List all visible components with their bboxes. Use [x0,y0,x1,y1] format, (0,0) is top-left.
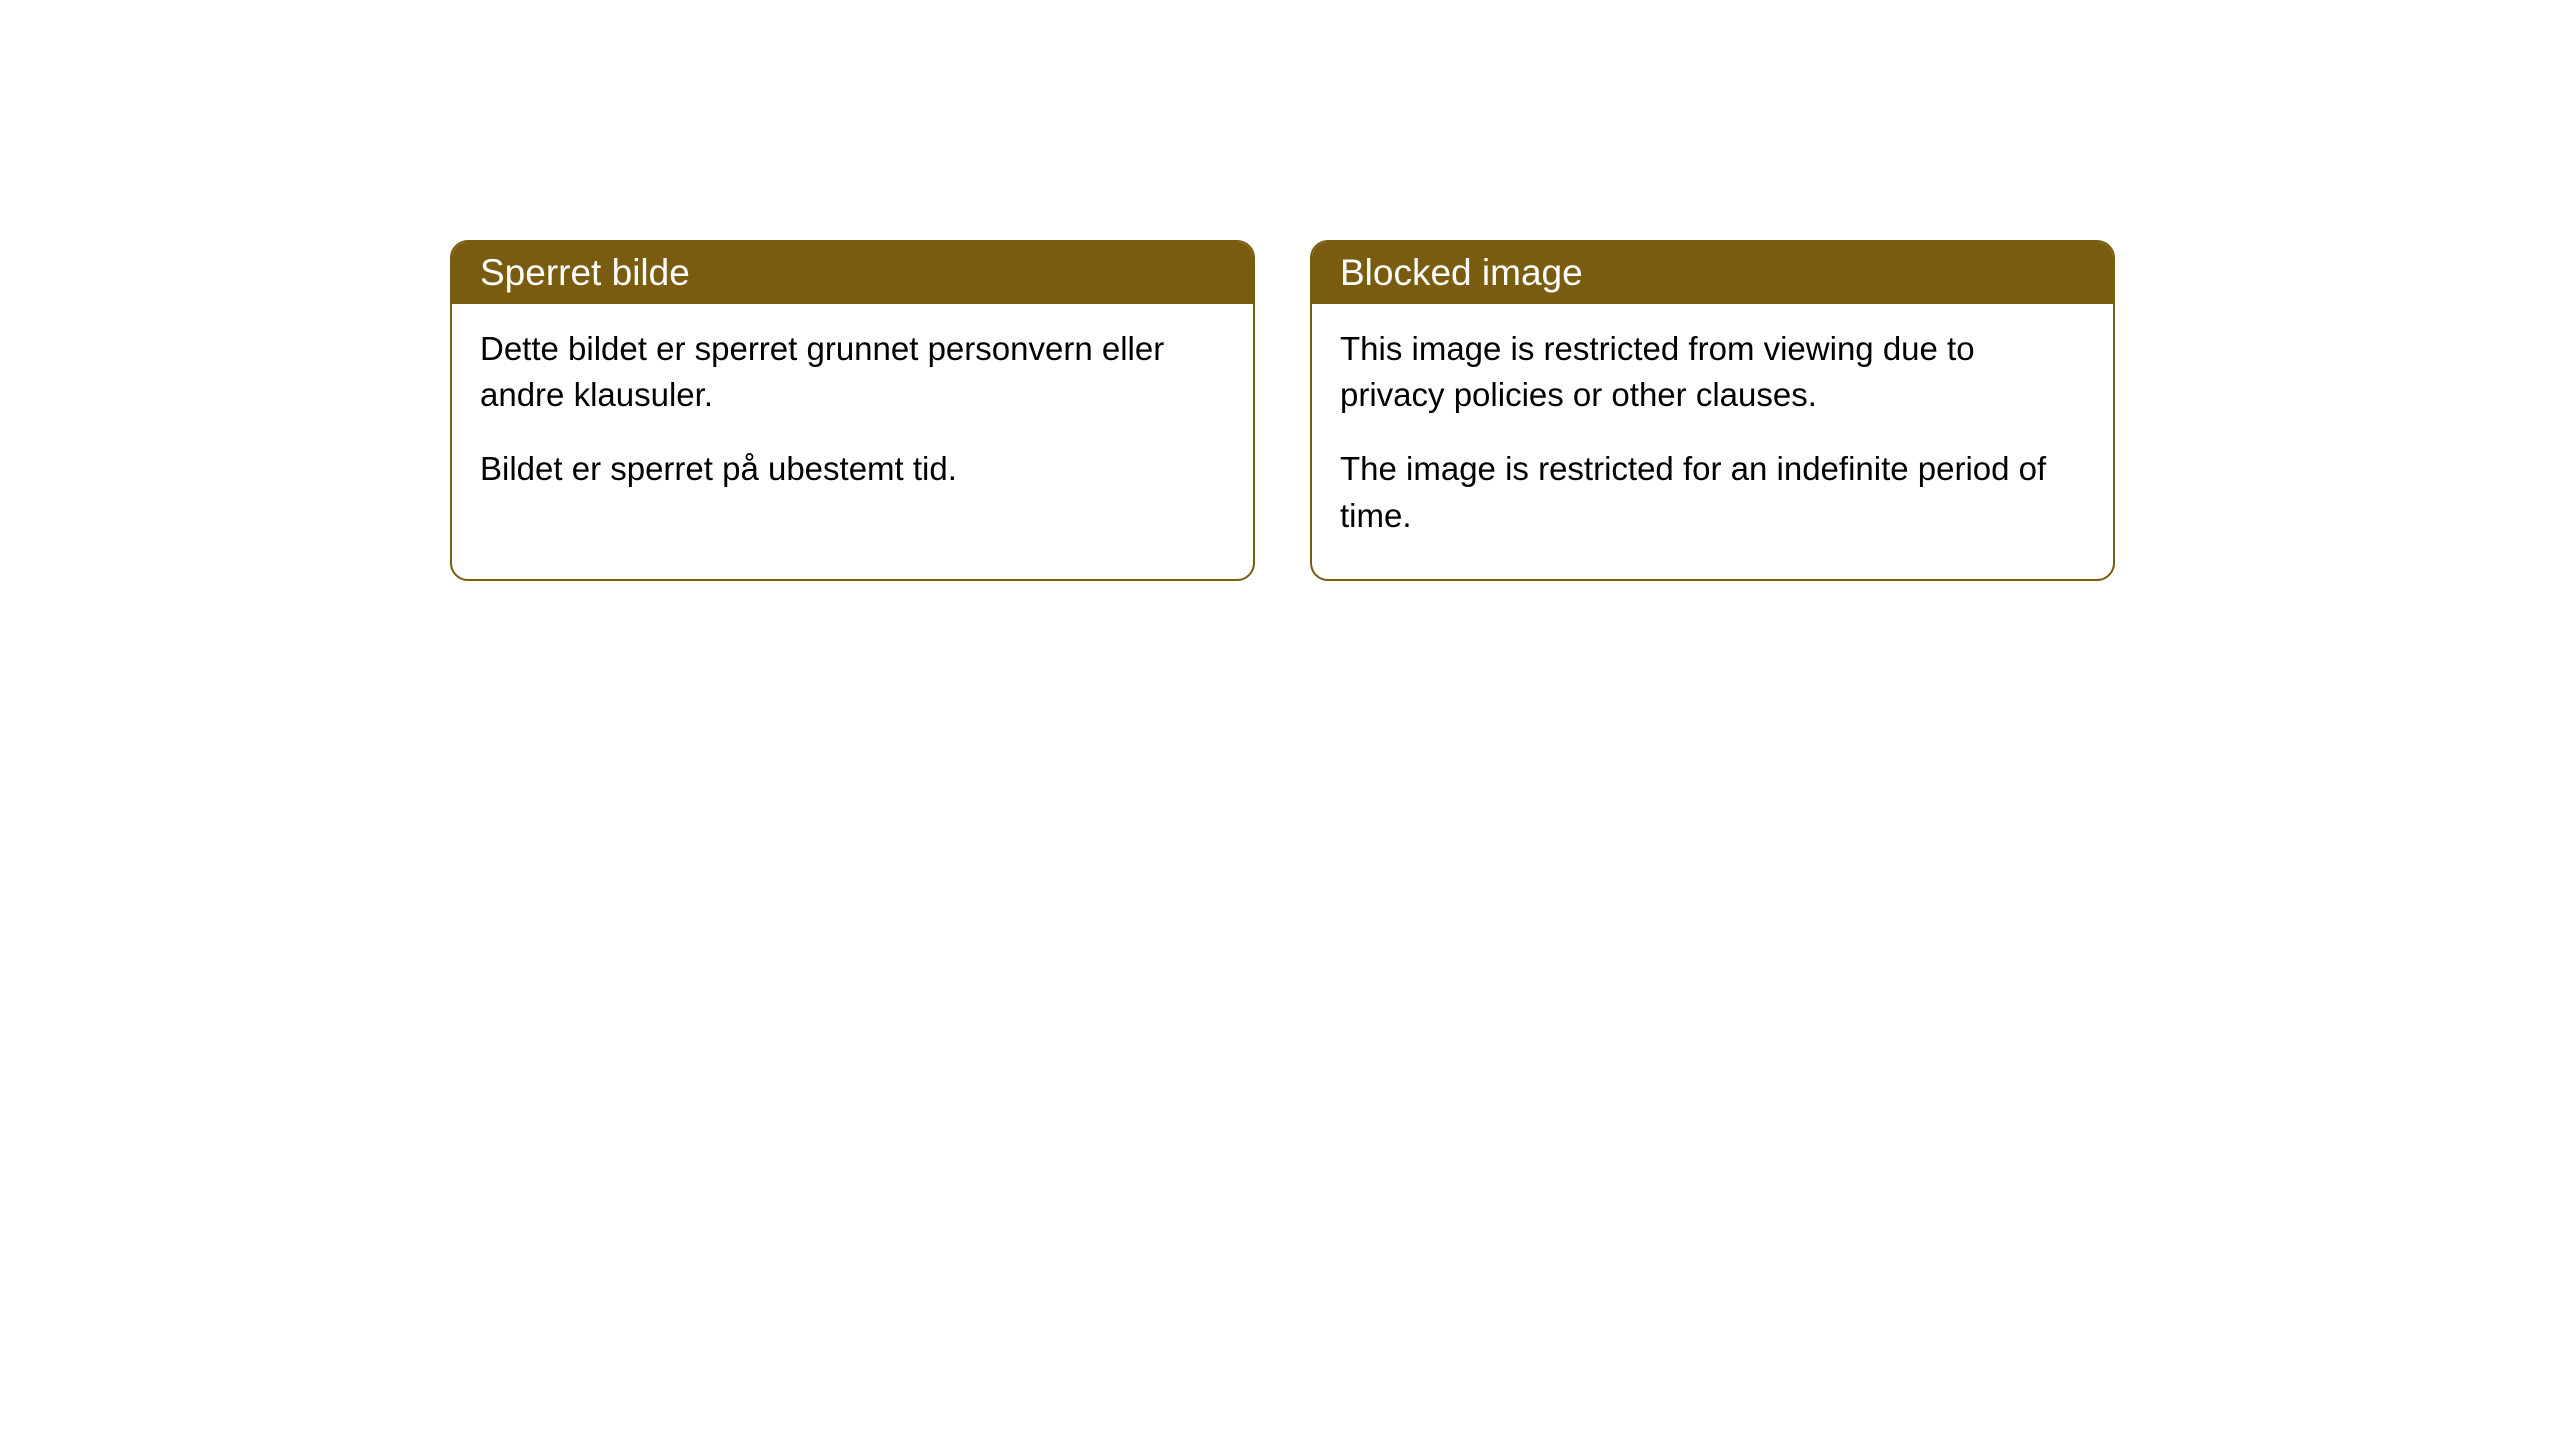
card-header: Sperret bilde [452,242,1253,304]
card-paragraph-2: The image is restricted for an indefinit… [1340,446,2085,538]
blocked-image-card-norwegian: Sperret bilde Dette bildet er sperret gr… [450,240,1255,581]
blocked-image-card-english: Blocked image This image is restricted f… [1310,240,2115,581]
card-title: Sperret bilde [480,252,690,293]
notice-cards-container: Sperret bilde Dette bildet er sperret gr… [450,240,2115,581]
card-paragraph-2: Bildet er sperret på ubestemt tid. [480,446,1225,492]
card-title: Blocked image [1340,252,1583,293]
card-paragraph-1: This image is restricted from viewing du… [1340,326,2085,418]
card-body: This image is restricted from viewing du… [1312,304,2113,579]
card-paragraph-1: Dette bildet er sperret grunnet personve… [480,326,1225,418]
card-header: Blocked image [1312,242,2113,304]
card-body: Dette bildet er sperret grunnet personve… [452,304,1253,533]
